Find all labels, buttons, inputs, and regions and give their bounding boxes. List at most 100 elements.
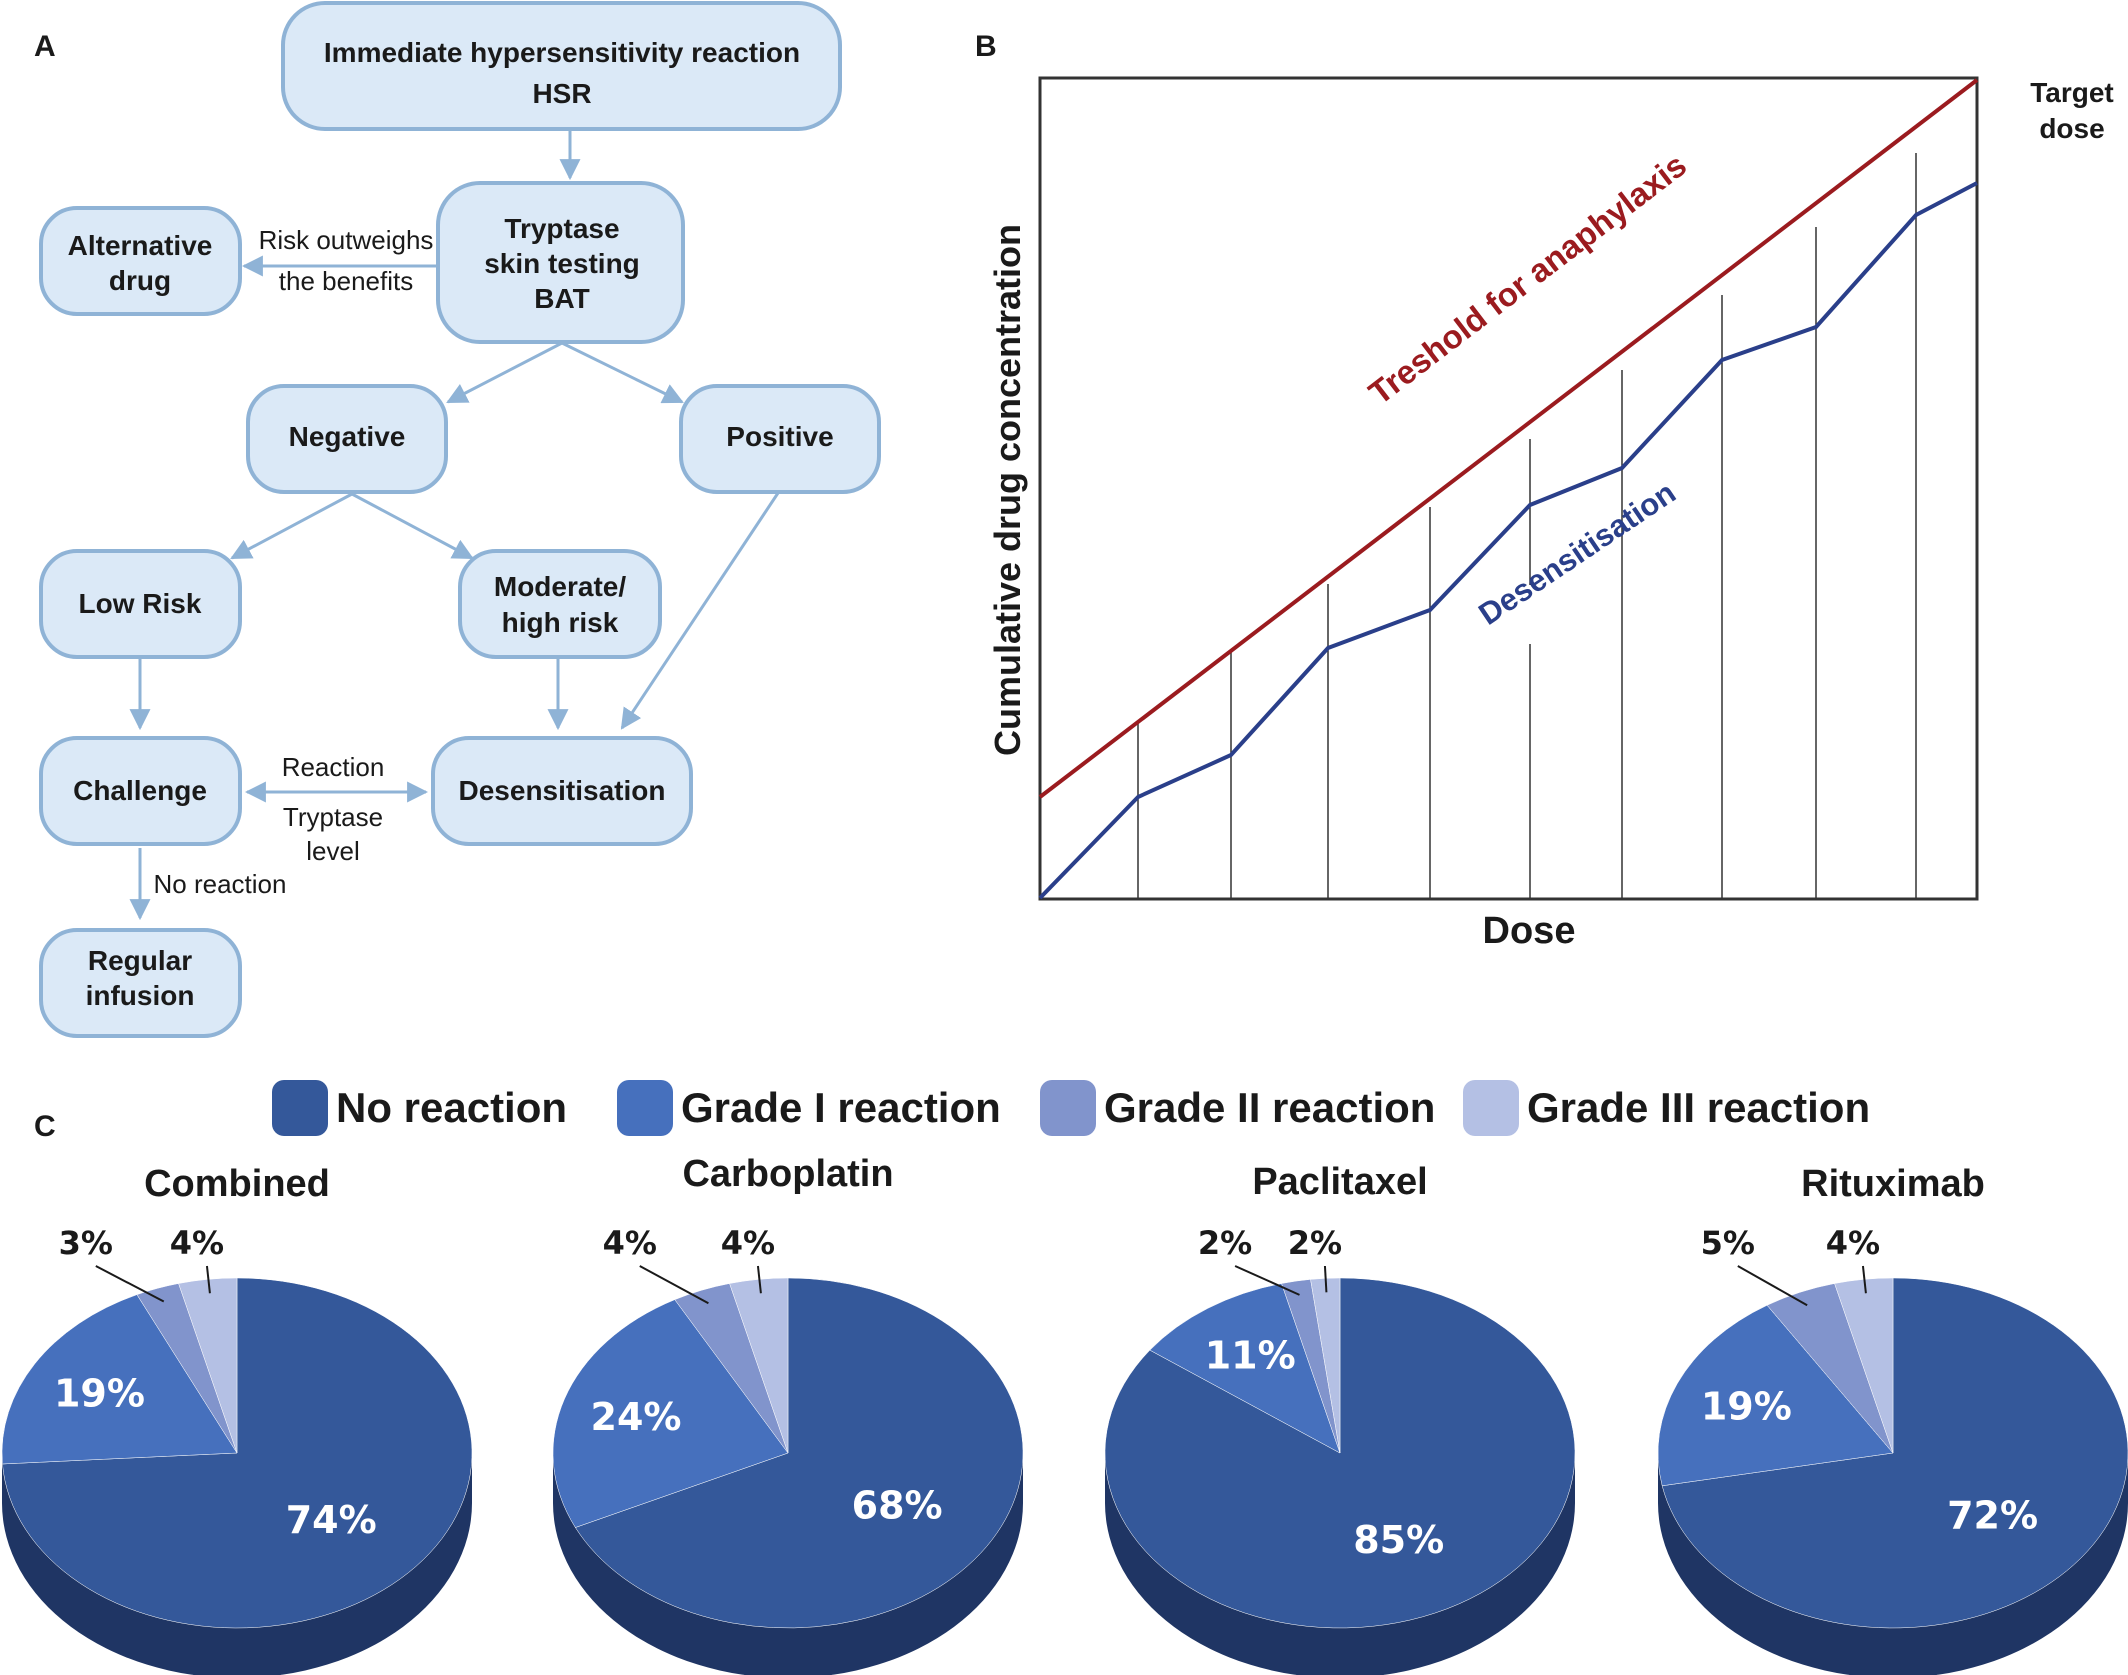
- desensitisation-line: [1038, 181, 1978, 900]
- edge-label-reaction: Reaction: [282, 752, 385, 782]
- pie-title: Paclitaxel: [1252, 1161, 1427, 1203]
- pie-title: Rituximab: [1801, 1163, 1985, 1205]
- node-alternative-line2: drug: [109, 265, 171, 296]
- pie-chart-rituximab: Rituximab 72% 19% 5% 4%: [1657, 1163, 2128, 1675]
- pie-side: [2, 1453, 472, 1675]
- arrow-positive-desens: [620, 489, 782, 730]
- node-moderate: Moderate/ high risk: [458, 549, 662, 659]
- node-regular: Regular infusion: [39, 928, 242, 1038]
- target-dose-line1: Target: [2030, 77, 2114, 108]
- pie-label: 68%: [852, 1484, 943, 1528]
- pie-side: [1658, 1453, 2128, 1675]
- pie-label: 4%: [603, 1224, 657, 1262]
- node-desensitisation-label: Desensitisation: [459, 775, 666, 806]
- node-negative: Negative: [246, 384, 448, 494]
- pie-label: 5%: [1701, 1224, 1755, 1262]
- node-low-risk: Low Risk: [39, 549, 242, 659]
- desensitisation-diagram: Cumulative drug concentration Dose Tresh…: [987, 76, 2114, 952]
- node-desensitisation: Desensitisation: [431, 736, 693, 846]
- pie-label: 4%: [1826, 1224, 1880, 1262]
- edge-label-risk-line1: Risk outweighs: [259, 225, 434, 255]
- pie-chart-carboplatin: Carboplatin 68% 24% 4% 4%: [552, 1153, 1024, 1675]
- plot-frame: [1038, 76, 1979, 901]
- pie-leader-line: [639, 1265, 709, 1305]
- legend-swatch: [1463, 1080, 1519, 1136]
- legend-swatch: [617, 1080, 673, 1136]
- node-regular-line1: Regular: [88, 945, 192, 976]
- pie-label: 19%: [54, 1371, 145, 1415]
- pie-label: 3%: [59, 1224, 113, 1262]
- pie-leader-line: [205, 1265, 211, 1294]
- pie-slice: [552, 1299, 789, 1528]
- pie-side: [553, 1453, 1023, 1675]
- pie-leader-line: [1861, 1265, 1867, 1294]
- flowchart-a: Immediate hypersensitivity reaction HSR …: [39, 1, 881, 1038]
- pie-slice: [1, 1294, 238, 1465]
- pie-label: 2%: [1288, 1224, 1342, 1262]
- pie-charts-panel: No reaction Grade I reaction Grade II reac…: [1, 1080, 2128, 1675]
- edge-label-no-reaction: No reaction: [154, 869, 287, 899]
- pie-label: 74%: [286, 1498, 377, 1542]
- legend-swatch: [272, 1080, 328, 1136]
- node-challenge: Challenge: [39, 736, 242, 846]
- pie-slice: [1149, 1283, 1341, 1454]
- node-testing-line3: BAT: [534, 283, 589, 314]
- y-axis-label: Cumulative drug concentration: [987, 224, 1028, 756]
- legend-label: No reaction: [336, 1084, 567, 1131]
- arrow-testing-negative: [446, 341, 563, 404]
- pie-leader-line: [1234, 1265, 1300, 1296]
- desensitisation-label: Desensitisation: [1472, 475, 1682, 632]
- arrow-negative-moderate: [351, 492, 474, 560]
- pie-label: 2%: [1198, 1224, 1252, 1262]
- legend: No reaction Grade I reaction Grade II reac…: [272, 1080, 1870, 1136]
- node-moderate-line1: Moderate/: [494, 571, 626, 602]
- pie-label: 11%: [1205, 1334, 1296, 1378]
- node-hsr: Immediate hypersensitivity reaction HSR: [281, 1, 842, 131]
- panel-a-letter: A: [34, 30, 56, 63]
- pie-leader-line: [1323, 1265, 1328, 1293]
- x-axis-label: Dose: [1483, 910, 1576, 952]
- node-challenge-label: Challenge: [73, 775, 207, 806]
- pie-side: [1105, 1453, 1575, 1675]
- edge-label-tryptase-line2: level: [306, 836, 359, 866]
- pie-label: 72%: [1947, 1493, 2038, 1537]
- pie-chart-paclitaxel: Paclitaxel 85% 11% 2% 2%: [1104, 1161, 1576, 1675]
- legend-label: Grade II reaction: [1104, 1084, 1435, 1131]
- dose-step-lines: [1137, 153, 1917, 898]
- node-alternative: Alternative drug: [39, 206, 242, 316]
- arrow-negative-lowrisk: [230, 492, 353, 560]
- legend-label: Grade I reaction: [681, 1084, 1001, 1131]
- threshold-line: [1038, 78, 1979, 799]
- node-hsr-line2: HSR: [532, 78, 591, 109]
- legend-swatch: [1040, 1080, 1096, 1136]
- pie-label: 24%: [591, 1395, 682, 1439]
- pie-slice: [1657, 1304, 1894, 1487]
- connectors: [129, 130, 782, 921]
- node-low-risk-label: Low Risk: [79, 588, 202, 619]
- pie-chart-combined: Combined 74% 19% 3% 4%: [1, 1163, 473, 1675]
- target-dose-line2: dose: [2039, 113, 2104, 144]
- node-alternative-line1: Alternative: [68, 230, 213, 261]
- node-regular-line2: infusion: [86, 980, 195, 1011]
- pie-leader-line: [95, 1265, 165, 1303]
- node-testing: Tryptase skin testing BAT: [436, 181, 685, 344]
- pie-slice: [1661, 1277, 2128, 1629]
- node-positive: Positive: [679, 384, 881, 494]
- pie-label: 85%: [1353, 1518, 1444, 1562]
- pie-title: Carboplatin: [682, 1153, 893, 1195]
- node-testing-line2: skin testing: [484, 248, 640, 279]
- arrow-testing-positive: [561, 341, 684, 404]
- pie-title: Combined: [144, 1163, 330, 1205]
- pie-slice: [574, 1277, 1024, 1629]
- node-hsr-line1: Immediate hypersensitivity reaction: [324, 37, 800, 68]
- pie-label: 4%: [170, 1224, 224, 1262]
- pies: Combined 74% 19% 3% 4% Carboplatin 68% 24% 4% 4% P…: [1, 1153, 2128, 1675]
- node-moderate-line2: high risk: [502, 607, 619, 638]
- node-positive-label: Positive: [726, 421, 833, 452]
- edge-label-risk-line2: the benefits: [279, 266, 413, 296]
- pie-label: 4%: [721, 1224, 775, 1262]
- edge-label-tryptase-line1: Tryptase: [283, 802, 383, 832]
- pie-leader-line: [756, 1265, 762, 1294]
- panel-b-letter: B: [975, 30, 997, 63]
- node-testing-line1: Tryptase: [504, 213, 619, 244]
